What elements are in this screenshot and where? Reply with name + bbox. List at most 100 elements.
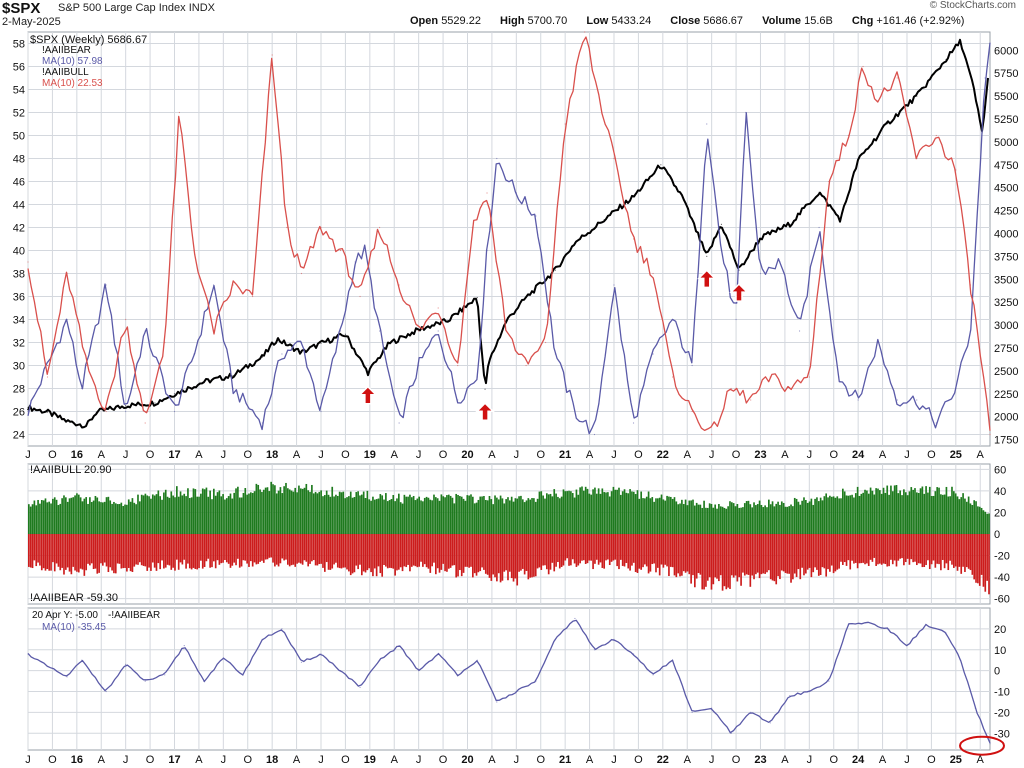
bull-bar xyxy=(916,492,918,534)
bear-bar xyxy=(357,534,359,570)
left-axis-tick-label: 40 xyxy=(13,246,25,258)
bull-bar xyxy=(962,493,964,534)
spx-point xyxy=(232,374,234,377)
bull-bar xyxy=(216,492,219,534)
bear-bar xyxy=(830,534,833,566)
bull-ma-point xyxy=(85,364,88,367)
bull-bar xyxy=(521,499,524,534)
bear-bar xyxy=(298,534,300,563)
bear-bar xyxy=(122,534,125,569)
bear-bar xyxy=(438,534,441,573)
bull-bar xyxy=(242,492,245,534)
bear-bar xyxy=(914,534,916,562)
middle-panel: 60 40 20 0 -20 -40 -60 xyxy=(27,463,1010,606)
x-tick-label: 25 xyxy=(950,754,962,766)
bull-bar xyxy=(281,493,284,534)
bear-bar xyxy=(534,534,537,577)
bull-bar xyxy=(553,489,556,534)
bear-bar xyxy=(470,534,472,567)
bull-bar xyxy=(131,498,134,534)
bear-bar xyxy=(777,534,779,577)
bull-bar xyxy=(928,486,931,534)
bull-bar xyxy=(222,494,224,534)
bear-bar xyxy=(218,534,221,565)
spx-point xyxy=(367,372,369,374)
bull-bar xyxy=(429,499,432,534)
bull-bar xyxy=(372,496,374,534)
bull-bar xyxy=(422,501,424,534)
bull-bar xyxy=(472,496,474,534)
bear-bar xyxy=(840,534,842,562)
bull-bar xyxy=(555,493,557,534)
bear-bar xyxy=(107,534,110,573)
right-axis-tick-label: 2000 xyxy=(994,412,1018,424)
bear-bar xyxy=(50,534,52,571)
bull-bar xyxy=(869,487,872,534)
bear-bar xyxy=(975,534,977,583)
bull-bar xyxy=(185,496,187,534)
bear-bar xyxy=(499,534,502,583)
bear-bar xyxy=(751,534,754,576)
x-tick-label: 16 xyxy=(71,449,83,461)
x-tick-label: A xyxy=(293,754,301,766)
bull-bar xyxy=(884,492,887,534)
bull-bar xyxy=(433,494,435,534)
right-axis-tick-label: 5000 xyxy=(994,137,1018,149)
bull-bar xyxy=(719,506,722,534)
bull-bar xyxy=(838,498,840,534)
bear-bar xyxy=(771,534,774,581)
bull-bar xyxy=(505,499,507,534)
x-tick-label: 24 xyxy=(852,754,865,766)
bull-bar xyxy=(246,494,248,534)
bear-bar xyxy=(257,534,260,564)
bull-bar xyxy=(799,504,802,534)
x-tick-label: O xyxy=(146,754,155,766)
bull-bar xyxy=(538,491,541,534)
bull-bar xyxy=(675,501,678,534)
bull-ma-point xyxy=(471,226,473,229)
bear-bar xyxy=(769,534,772,580)
bear-bar xyxy=(756,534,759,573)
bear-bar xyxy=(102,534,104,566)
bear-ma-point xyxy=(574,410,576,413)
bear-bar xyxy=(496,534,498,582)
bull-bar xyxy=(177,496,180,534)
bull-bar xyxy=(214,495,217,534)
bull-bar xyxy=(183,493,186,534)
bear-bar xyxy=(235,534,237,566)
bull-bar xyxy=(771,501,774,534)
bull-bar xyxy=(734,506,737,534)
bear-bar xyxy=(568,534,570,566)
bull-ma-point xyxy=(847,134,849,137)
bull-bar xyxy=(431,500,433,534)
bull-bar xyxy=(484,499,487,534)
bear-bar xyxy=(233,534,236,563)
bear-bar xyxy=(53,534,56,572)
bull-bar xyxy=(529,499,532,534)
bear-bar xyxy=(240,534,243,567)
bear-bar xyxy=(971,534,974,575)
bear-bar xyxy=(895,534,898,567)
x-tick-label: O xyxy=(927,754,936,766)
bull-bar xyxy=(686,505,689,534)
bear-ma-point xyxy=(554,353,556,355)
bull-ma-point xyxy=(505,330,508,332)
bear-diff-point xyxy=(222,657,224,659)
highlight-ellipse xyxy=(959,735,1005,756)
bull-bar xyxy=(381,495,384,534)
x-tick-label: O xyxy=(48,449,57,461)
bull-bar xyxy=(890,485,892,534)
bull-bar xyxy=(98,501,100,534)
bull-bar xyxy=(684,499,687,534)
bear-bar xyxy=(869,534,872,560)
x-tick-label: A xyxy=(977,754,985,766)
bull-bar xyxy=(780,501,783,534)
bear-bar xyxy=(977,534,979,584)
spx-point xyxy=(603,219,605,221)
bear-bar xyxy=(375,534,378,577)
bear-bar xyxy=(644,534,646,565)
bull-bar xyxy=(329,496,332,534)
bear-bar xyxy=(179,534,182,563)
bear-bar xyxy=(116,534,119,564)
bull-bar xyxy=(877,488,879,534)
